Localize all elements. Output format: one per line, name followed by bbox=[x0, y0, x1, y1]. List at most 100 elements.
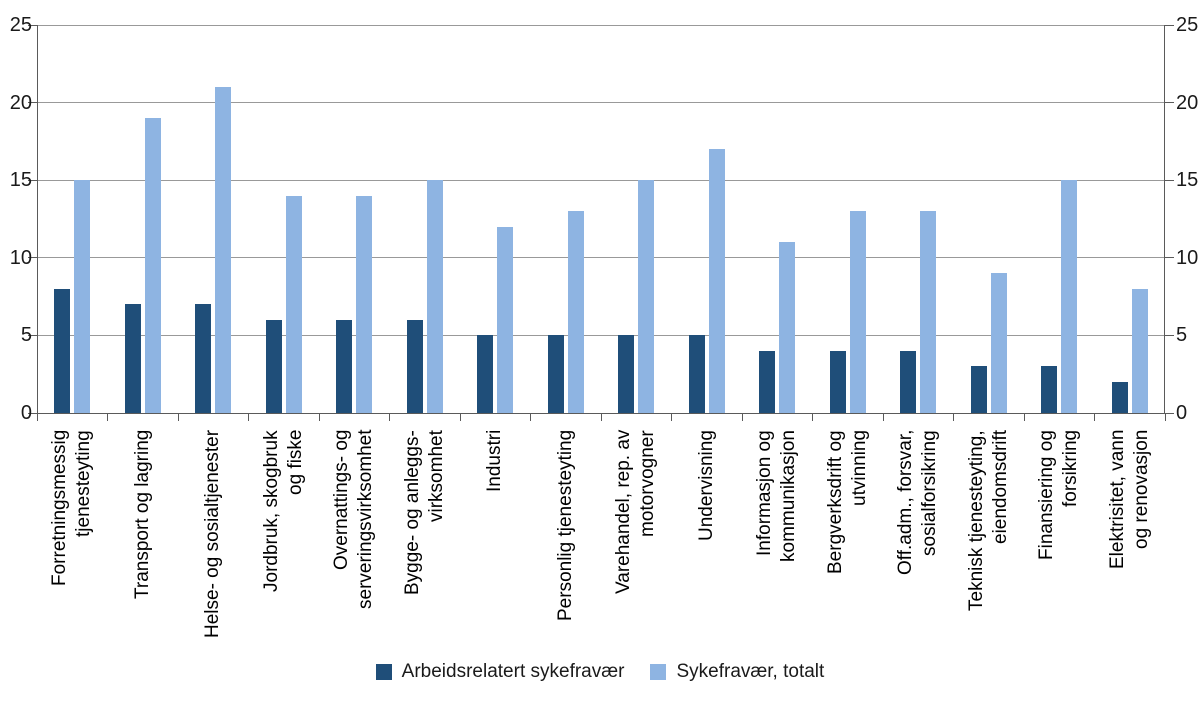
y-axis-label-left: 5 bbox=[20, 324, 32, 347]
x-category-label-cell: Varehandel, rep. av motorvogner bbox=[601, 430, 672, 644]
x-category-label: Finansiering og forsikring bbox=[1036, 430, 1082, 560]
y-axis-tick-left bbox=[28, 334, 37, 336]
y-axis-left-line bbox=[37, 25, 38, 414]
x-category-label: Undervisning bbox=[695, 430, 717, 541]
y-axis-label-right: 15 bbox=[1176, 169, 1199, 192]
bar-light bbox=[849, 211, 866, 413]
bar-dark bbox=[688, 335, 705, 413]
bar-dark bbox=[54, 288, 71, 413]
bar-dark bbox=[477, 335, 494, 413]
gridline bbox=[37, 102, 1165, 104]
x-axis-tick bbox=[741, 413, 743, 421]
bar-light bbox=[638, 180, 655, 413]
x-category-label: Elektrisitet, vann og renovasjon bbox=[1106, 430, 1152, 570]
x-category-label: Teknisk tjenesteyting, eiendomsdrift bbox=[965, 430, 1011, 611]
x-category-label-cell: Finansiering og forsikring bbox=[1024, 430, 1095, 644]
y-axis-tick-right bbox=[1164, 412, 1174, 414]
x-category-label: Jordbruk, skogbruk og fiske bbox=[260, 430, 306, 592]
legend-swatch-light-blue bbox=[650, 664, 667, 680]
x-category-label: Transport og lagring bbox=[131, 430, 153, 600]
legend-item-work-related: Arbeidsrelatert sykefravær bbox=[375, 661, 625, 683]
bar-dark bbox=[829, 350, 846, 413]
x-category-label-cell: Transport og lagring bbox=[108, 430, 179, 644]
x-category-label-cell: Elektrisitet, vann og renovasjon bbox=[1095, 430, 1166, 644]
x-category-label-cell: Helse- og sosialtjenester bbox=[178, 430, 249, 644]
bar-light bbox=[497, 226, 514, 413]
x-category-label-cell: Jordbruk, skogbruk og fiske bbox=[249, 430, 320, 644]
y-axis-label-left: 15 bbox=[9, 169, 32, 192]
y-axis-tick-left bbox=[28, 24, 37, 26]
y-axis-tick-left bbox=[28, 412, 37, 414]
x-axis-tick bbox=[812, 413, 813, 421]
x-axis-tick bbox=[1094, 413, 1095, 421]
y-axis-tick-left bbox=[28, 257, 37, 259]
x-category-label-cell: Forretningsmessig tjenesteyting bbox=[37, 430, 108, 644]
x-category-label: Personlig tjenesteyting bbox=[554, 430, 576, 622]
x-category-label: Industri bbox=[484, 430, 506, 493]
x-category-label: Bergverksdrift og utvinning bbox=[824, 430, 870, 574]
bar-light bbox=[144, 118, 161, 413]
x-category-label-cell: Undervisning bbox=[672, 430, 743, 644]
bar-dark bbox=[759, 350, 776, 413]
x-axis-tick bbox=[882, 413, 884, 421]
bar-dark bbox=[195, 304, 212, 413]
x-axis-tick bbox=[248, 413, 249, 421]
x-category-label-cell: Off.adm., forsvar, sosialforsikring bbox=[883, 430, 954, 644]
bar-dark bbox=[900, 350, 917, 413]
bar-dark bbox=[1111, 381, 1128, 413]
x-axis-tick bbox=[1023, 413, 1025, 421]
x-category-label: Varehandel, rep. av motorvogner bbox=[613, 430, 659, 595]
bar-dark bbox=[547, 335, 564, 413]
bar-light bbox=[990, 273, 1007, 413]
bar-light bbox=[215, 87, 232, 413]
x-axis-tick bbox=[459, 413, 461, 421]
gridline bbox=[37, 179, 1165, 181]
y-axis-label-left: 25 bbox=[9, 14, 32, 36]
x-axis-tick bbox=[107, 413, 108, 421]
bar-light bbox=[567, 211, 584, 413]
plot-area bbox=[37, 24, 1165, 413]
x-axis-tick bbox=[389, 413, 390, 421]
y-axis-label-left: 10 bbox=[9, 246, 32, 269]
y-axis-right-line bbox=[1164, 25, 1165, 414]
x-category-label: Helse- og sosialtjenester bbox=[202, 430, 224, 639]
y-axis-tick-left bbox=[28, 179, 37, 181]
bar-dark bbox=[970, 366, 987, 413]
y-axis-tick-right bbox=[1164, 24, 1174, 26]
x-axis-tick bbox=[1164, 413, 1166, 421]
x-axis-tick bbox=[953, 413, 954, 421]
x-axis-tick bbox=[600, 413, 602, 421]
bar-light bbox=[708, 149, 725, 413]
y-axis-label-left: 20 bbox=[9, 91, 32, 114]
bar-light bbox=[1061, 180, 1078, 413]
gridline bbox=[37, 24, 1165, 26]
y-axis-label-right: 0 bbox=[1176, 402, 1188, 424]
bar-light bbox=[779, 242, 796, 413]
y-axis-label-left: 0 bbox=[20, 402, 32, 424]
bar-dark bbox=[1041, 366, 1058, 413]
x-category-label-cell: Bergverksdrift og utvinning bbox=[813, 430, 884, 644]
bar-dark bbox=[618, 335, 635, 413]
x-axis-tick bbox=[530, 413, 531, 421]
x-category-label: Informasjon og kommunikasjon bbox=[754, 430, 800, 562]
y-axis-tick-left bbox=[28, 102, 37, 104]
legend-label-work-related: Arbeidsrelatert sykefravær bbox=[401, 661, 625, 682]
legend-label-total: Sykefravær, totalt bbox=[676, 661, 825, 682]
bar-dark bbox=[336, 319, 353, 413]
y-axis-label-right: 25 bbox=[1176, 14, 1199, 36]
bar-light bbox=[356, 195, 373, 413]
x-category-label-cell: Overnattings- og serveringsvirksomhet bbox=[319, 430, 390, 644]
gridline bbox=[37, 334, 1165, 336]
bar-dark bbox=[124, 304, 141, 413]
x-category-label-cell: Personlig tjenesteyting bbox=[531, 430, 602, 644]
x-category-label: Bygge- og anleggs- virksomhet bbox=[401, 430, 447, 595]
x-category-label: Off.adm., forsvar, sosialforsikring bbox=[895, 430, 941, 576]
legend-item-total: Sykefravær, totalt bbox=[650, 661, 824, 683]
y-axis-tick-right bbox=[1164, 102, 1174, 104]
x-category-label-cell: Teknisk tjenesteyting, eiendomsdrift bbox=[954, 430, 1025, 644]
bar-dark bbox=[406, 319, 423, 413]
gridline bbox=[37, 257, 1165, 259]
bar-light bbox=[920, 211, 937, 413]
y-axis-label-right: 5 bbox=[1176, 324, 1188, 347]
